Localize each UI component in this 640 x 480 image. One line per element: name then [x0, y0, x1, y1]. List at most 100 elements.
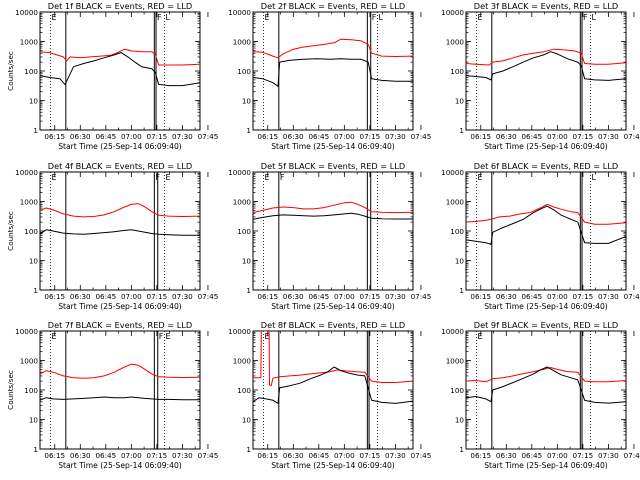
time-marker-label: F	[280, 173, 285, 182]
panel-6: Det 6f BLACK = Events, RED = LLD 1 10 100 10…	[441, 161, 640, 311]
x-tick-label: 07:45	[411, 132, 432, 141]
x-tick-label: 07:45	[624, 451, 640, 460]
x-tick-label: 07:45	[198, 451, 219, 460]
x-tick-label: 06:45	[308, 292, 329, 301]
time-marker-label: F	[583, 13, 588, 22]
y-tick-label: 1	[33, 445, 38, 454]
x-tick-label: 06:30	[496, 451, 517, 460]
series-line-lld	[253, 38, 413, 59]
x-tick-label: 07:30	[598, 292, 619, 301]
x-tick-label: 06:45	[308, 132, 329, 141]
x-tick-label: 07:30	[172, 451, 193, 460]
x-tick-label: 07:15	[147, 132, 168, 141]
y-tick-label: 1000	[233, 38, 252, 47]
x-tick-label: 06:30	[283, 292, 304, 301]
y-tick-label: 10000	[228, 327, 251, 336]
y-tick-label: 1000	[446, 38, 465, 47]
panel-2: Det 2f BLACK = Events, RED = LLD 1 10 100 10…	[228, 1, 431, 151]
time-marker-label: L	[166, 13, 171, 22]
y-tick-label: 10	[455, 416, 465, 425]
y-tick-label: 100	[24, 386, 38, 395]
x-axis-label: Start Time (25-Sep-14 06:09:40)	[484, 461, 608, 470]
series-line-events	[40, 229, 200, 236]
y-tick-label: 1000	[446, 357, 465, 366]
y-tick-label: 1000	[233, 198, 252, 207]
y-tick-label: 1	[459, 445, 464, 454]
y-tick-label: 100	[237, 227, 251, 236]
series-line-events	[253, 212, 413, 220]
x-tick-label: 07:45	[624, 292, 640, 301]
series-line-events	[40, 52, 200, 87]
x-tick-label: 06:15	[44, 292, 65, 301]
x-tick-label: 07:00	[121, 132, 142, 141]
panel-title: Det 7f BLACK = Events, RED = LLD	[48, 320, 192, 330]
plot-frame	[465, 11, 627, 131]
series-line-lld	[253, 201, 413, 214]
y-tick-label: 10000	[15, 8, 38, 17]
y-tick-label: 1	[459, 126, 464, 135]
x-tick-label: 07:15	[147, 292, 168, 301]
y-tick-label: 1000	[233, 357, 252, 366]
x-tick-label: 07:45	[198, 292, 219, 301]
time-marker-label: E	[478, 173, 483, 182]
time-marker-label: E	[478, 13, 483, 22]
x-axis-label: Start Time (25-Sep-14 06:09:40)	[58, 142, 182, 151]
y-tick-label: 100	[450, 386, 464, 395]
x-tick-label: 07:30	[385, 292, 406, 301]
time-marker-label: F	[159, 332, 164, 341]
series-line-events	[253, 366, 413, 404]
x-tick-label: 06:45	[95, 132, 116, 141]
y-tick-label: 10000	[15, 168, 38, 177]
x-tick-label: 06:30	[283, 451, 304, 460]
y-tick-label: 10000	[441, 327, 464, 336]
x-tick-label: 06:15	[257, 132, 278, 141]
x-tick-label: 07:00	[121, 451, 142, 460]
x-tick-label: 07:15	[573, 451, 594, 460]
x-axis-label: Start Time (25-Sep-14 06:09:40)	[271, 302, 395, 311]
series-line-lld	[40, 203, 200, 218]
panel-3: Det 3f BLACK = Events, RED = LLD 1 10 100 10…	[441, 1, 640, 151]
x-tick-label: 07:30	[385, 451, 406, 460]
y-tick-label: 100	[450, 227, 464, 236]
y-tick-label: 100	[450, 67, 464, 76]
time-marker-label: E	[478, 332, 483, 341]
y-tick-label: 100	[237, 67, 251, 76]
series-line-lld	[40, 363, 200, 379]
panel-5: Det 5f BLACK = Events, RED = LLD 1 10 100 10…	[228, 161, 431, 311]
y-axis-label: Counts/sec	[6, 211, 15, 251]
panel-title: Det 5f BLACK = Events, RED = LLD	[261, 161, 405, 171]
x-tick-label: 07:30	[172, 292, 193, 301]
x-tick-label: 06:45	[95, 451, 116, 460]
y-tick-label: 1	[33, 286, 38, 295]
panel-title: Det 8f BLACK = Events, RED = LLD	[261, 320, 405, 330]
x-tick-label: 06:15	[44, 451, 65, 460]
x-axis-label: Start Time (25-Sep-14 06:09:40)	[271, 142, 395, 151]
plot-frame	[465, 330, 627, 450]
x-tick-label: 07:00	[547, 292, 568, 301]
time-marker-label: E	[52, 173, 57, 182]
x-tick-label: 07:15	[360, 292, 381, 301]
x-tick-label: 07:45	[411, 451, 432, 460]
x-tick-label: 07:45	[411, 292, 432, 301]
x-tick-label: 07:30	[598, 451, 619, 460]
series-line-events	[40, 396, 200, 401]
x-tick-label: 06:30	[70, 451, 91, 460]
x-tick-label: 06:45	[521, 451, 542, 460]
x-tick-label: 07:15	[573, 292, 594, 301]
x-tick-label: 06:15	[470, 451, 491, 460]
panel-4: Det 4f BLACK = Events, RED = LLD 1 10 100 10…	[6, 161, 218, 311]
x-tick-label: 07:15	[360, 132, 381, 141]
x-tick-label: 07:00	[334, 132, 355, 141]
series-line-lld	[466, 203, 626, 225]
time-marker-label: E	[52, 13, 57, 22]
series-line-events	[253, 58, 413, 87]
time-marker-label: F	[157, 13, 162, 22]
y-tick-label: 10000	[441, 168, 464, 177]
panel-1: Det 1f BLACK = Events, RED = LLD 1 10 100 10…	[6, 1, 218, 151]
x-tick-label: 06:15	[257, 451, 278, 460]
series-group	[466, 203, 626, 245]
x-tick-label: 07:45	[198, 132, 219, 141]
panel-8: Det 8f BLACK = Events, RED = LLD 1 10 100 10…	[228, 320, 431, 470]
time-marker-label: L	[379, 13, 384, 22]
